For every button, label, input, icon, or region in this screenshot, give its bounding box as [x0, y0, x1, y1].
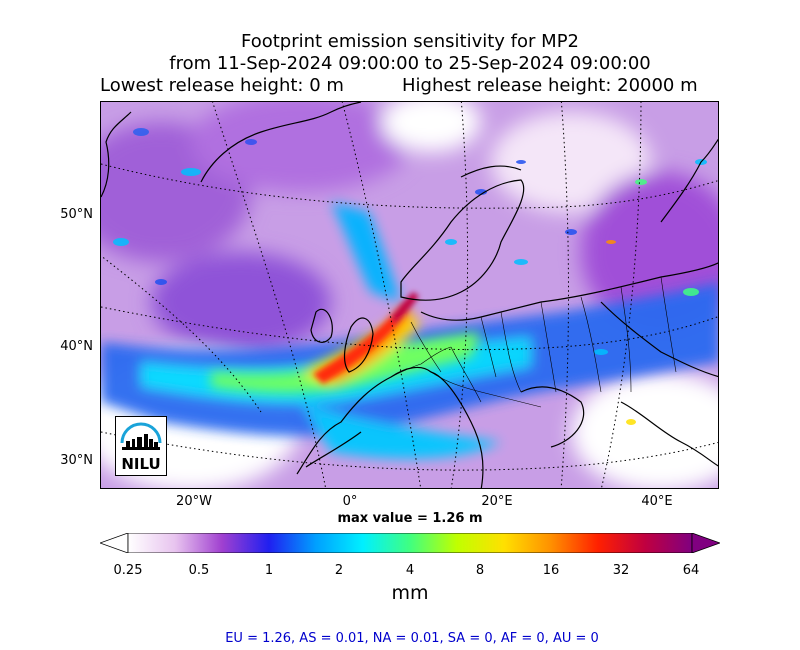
- speckle-noise: [113, 128, 707, 425]
- colorbar-low-extend: [100, 533, 129, 553]
- colorbar-tick: 0.25: [113, 563, 143, 578]
- lat-label-30n: 30°N: [60, 453, 93, 468]
- colorbar-tick: 32: [612, 563, 630, 578]
- colorbar-tick: 4: [405, 563, 415, 578]
- colorbar-tick: 2: [334, 563, 344, 578]
- max-value-label: max value = 1.26 m: [337, 511, 483, 526]
- lon-label-40e: 40°E: [641, 494, 673, 509]
- map-canvas: [101, 102, 718, 488]
- lowest-release-height: Lowest release height: 0 m: [100, 75, 344, 96]
- colorbar-tick: 1: [264, 563, 274, 578]
- lat-label-40n: 40°N: [60, 339, 93, 354]
- colorbar-tick: 0.5: [188, 563, 210, 578]
- nilu-logo: NILU: [115, 416, 167, 476]
- borders: [390, 276, 677, 408]
- colorbar-gradient: [127, 533, 693, 553]
- map-title: Footprint emission sensitivity for MP2: [240, 31, 579, 52]
- colorbar-unit: mm: [391, 582, 429, 604]
- footprint-map: [100, 101, 719, 489]
- colorbar-high-extend: [691, 533, 720, 553]
- region-summary: EU = 1.26, AS = 0.01, NA = 0.01, SA = 0,…: [225, 631, 599, 646]
- colorbar-tick: 64: [682, 563, 700, 578]
- graticule: [101, 102, 718, 488]
- coastlines: [101, 102, 718, 488]
- nilu-logo-graphic: [120, 422, 162, 450]
- lon-label-0: 0°: [342, 494, 358, 509]
- highest-release-height: Highest release height: 20000 m: [402, 75, 698, 96]
- time-period: from 11-Sep-2024 09:00:00 to 25-Sep-2024…: [169, 53, 651, 74]
- lon-label-20w: 20°W: [176, 494, 212, 509]
- colorbar: [100, 533, 720, 553]
- colorbar-tick: 8: [475, 563, 485, 578]
- nilu-logo-text: NILU: [121, 455, 161, 473]
- lat-label-50n: 50°N: [60, 207, 93, 222]
- colorbar-tick: 16: [542, 563, 560, 578]
- sensitivity-field: [101, 102, 718, 488]
- lon-label-20e: 20°E: [481, 494, 513, 509]
